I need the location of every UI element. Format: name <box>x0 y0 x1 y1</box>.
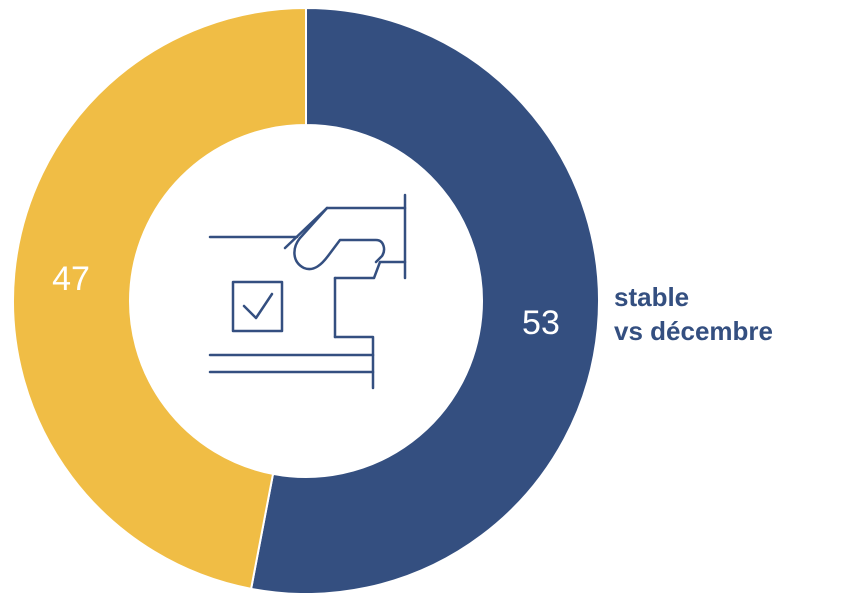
change-annotation: stable vs décembre <box>614 280 773 348</box>
donut-slice-53 <box>249 6 600 593</box>
slice-label-53: 53 <box>522 304 560 342</box>
donut-slice-47 <box>12 6 307 590</box>
annotation-line-2: vs décembre <box>614 316 773 346</box>
annotation-line-1: stable <box>614 282 690 312</box>
slice-labels-layer: 53 47 <box>52 260 560 342</box>
slice-label-47: 47 <box>52 260 90 298</box>
ballot-box-vote-icon <box>208 193 407 390</box>
slices-layer <box>12 6 600 593</box>
